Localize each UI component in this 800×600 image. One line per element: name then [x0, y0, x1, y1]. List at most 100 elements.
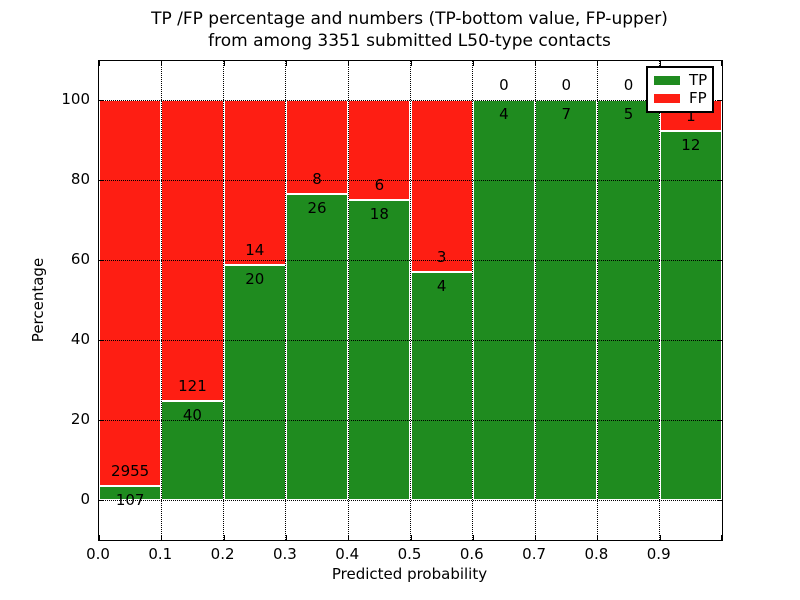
- y-tick-mark: [717, 419, 722, 421]
- bar-label-fp: 14: [245, 240, 265, 259]
- bar-segment-fp: [410, 100, 473, 272]
- x-tick-label: 0.8: [584, 545, 609, 563]
- bar-label-fp: 121: [178, 376, 207, 395]
- bar-label-tp: 12: [681, 135, 701, 154]
- bar-segment-tp: [597, 100, 660, 500]
- x-tick-mark: [223, 61, 225, 66]
- bar-label-tp: 7: [561, 105, 572, 123]
- chart-title-line1: TP /FP percentage and numbers (TP-bottom…: [151, 9, 668, 29]
- x-tick-label: 0.1: [148, 545, 173, 563]
- x-gridline: [347, 61, 349, 540]
- bar-label-fp: 1: [686, 106, 696, 125]
- x-tick-label: 0.9: [646, 545, 671, 563]
- bar-segment-tp: [535, 100, 598, 500]
- y-tick-label: 40: [70, 330, 90, 348]
- y-tick-mark: [99, 99, 104, 101]
- bar-label-fp: 2955: [111, 462, 150, 480]
- x-gridline: [596, 61, 598, 540]
- bar-label-tp: 4: [499, 105, 509, 123]
- x-tick-label: 0.2: [210, 545, 235, 563]
- x-tick-label: 0.6: [459, 545, 484, 563]
- y-tick-mark: [717, 99, 722, 101]
- bar-label-tp: 18: [369, 205, 389, 223]
- y-tick-mark: [99, 499, 104, 501]
- x-tick-mark: [161, 61, 163, 66]
- y-tick-mark: [717, 179, 722, 181]
- x-tick-mark: [161, 535, 163, 540]
- bar-segment-tp: [659, 130, 722, 500]
- bar-segment-fp: [99, 100, 162, 486]
- x-tick-label: 0.5: [397, 545, 422, 563]
- bar-label-fp: 0: [499, 76, 509, 94]
- x-gridline: [472, 61, 474, 540]
- bar-segment-tp: [348, 200, 411, 500]
- bar-segment-tp: [285, 194, 349, 500]
- bar-label-tp: 40: [182, 405, 202, 424]
- bar-label-tp: 4: [436, 276, 447, 295]
- x-tick-mark: [99, 61, 100, 66]
- x-tick-mark: [410, 61, 412, 66]
- x-tick-mark: [472, 61, 474, 66]
- bar-label-fp: 3: [436, 247, 447, 266]
- bar-label-fp: 8: [312, 170, 322, 188]
- bar-label-fp: 0: [561, 76, 572, 94]
- x-tick-mark: [535, 535, 537, 540]
- legend: TP FP: [646, 66, 714, 113]
- x-gridline: [534, 61, 536, 540]
- y-tick-label: 60: [70, 250, 90, 268]
- y-tick-mark: [99, 259, 104, 261]
- legend-label-fp: FP: [689, 89, 707, 108]
- y-tick-mark: [99, 339, 104, 341]
- legend-label-tp: TP: [689, 70, 708, 89]
- x-axis-label: Predicted probability: [331, 565, 488, 583]
- y-tick-mark: [717, 499, 722, 501]
- legend-item-tp: TP: [654, 70, 708, 89]
- bar-label-tp: 20: [245, 269, 265, 288]
- y-tick-label: 80: [70, 170, 90, 188]
- bar-segment-tp: [410, 271, 473, 500]
- x-gridline: [410, 61, 411, 540]
- x-gridline: [160, 61, 162, 540]
- x-tick-label: 0.4: [335, 545, 360, 563]
- y-tick-label: 0: [80, 490, 90, 508]
- x-tick-mark: [410, 535, 412, 540]
- x-gridline: [223, 61, 225, 540]
- x-tick-mark: [348, 535, 350, 540]
- chart-title: TP /FP percentage and numbers (TP-bottom…: [98, 8, 721, 52]
- bar-label-tp: 107: [115, 491, 145, 509]
- x-tick-label: 0.0: [86, 545, 110, 563]
- bar-label-tp: 5: [623, 105, 634, 123]
- x-gridline: [285, 61, 287, 540]
- y-tick-mark: [99, 419, 104, 421]
- bar-segment-tp: [472, 100, 536, 500]
- x-tick-mark: [721, 61, 722, 66]
- fp-color-swatch: [654, 94, 680, 104]
- x-gridline: [659, 61, 661, 540]
- bar-label-tp: 26: [307, 199, 327, 217]
- y-tick-mark: [717, 339, 722, 341]
- x-tick-label: 0.7: [522, 545, 547, 563]
- bar-segment-fp: [161, 100, 224, 401]
- plot-area: 2955 107 121 40 14 20 8 26 6 18 3 4 0 4 0 7 0 5 1 12: [98, 60, 723, 541]
- tp-color-swatch: [654, 75, 680, 85]
- x-tick-mark: [348, 61, 350, 66]
- x-tick-mark: [223, 535, 225, 540]
- bar-label-fp: 0: [623, 76, 634, 94]
- x-tick-mark: [721, 535, 722, 540]
- x-tick-mark: [285, 61, 287, 66]
- x-tick-mark: [472, 535, 474, 540]
- bar-segment-fp: [348, 100, 411, 200]
- x-tick-mark: [285, 535, 287, 540]
- x-tick-mark: [597, 535, 599, 540]
- y-tick-mark: [99, 179, 104, 181]
- bar-segment-tp: [223, 264, 286, 500]
- y-tick-label: 20: [70, 410, 90, 428]
- y-tick-mark: [717, 259, 722, 261]
- x-tick-mark: [99, 535, 100, 540]
- chart-title-line2: from among 3351 submitted L50-type conta…: [208, 31, 611, 51]
- bar-label-fp: 6: [374, 176, 385, 194]
- y-axis-label: Percentage: [29, 257, 47, 343]
- x-tick-mark: [659, 535, 661, 540]
- y-tick-label: 100: [61, 90, 90, 108]
